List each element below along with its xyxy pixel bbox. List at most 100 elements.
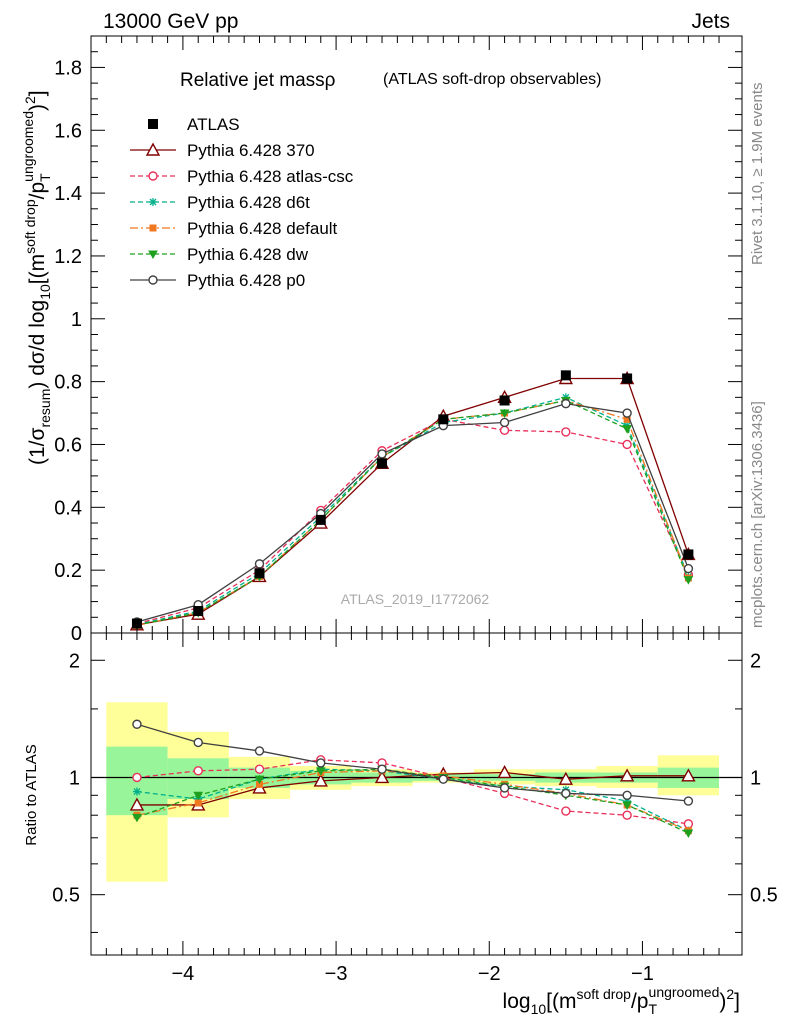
- x-tick-label: −1: [631, 963, 654, 985]
- watermark-analysis-id: ATLAS_2019_I1772062: [341, 591, 490, 607]
- header-left-label: 13000 GeV pp: [103, 10, 238, 33]
- ratio-point-3: [194, 799, 202, 807]
- ratio-point-0: [497, 765, 512, 779]
- ratio-point-0: [558, 771, 574, 785]
- side-label-rivet: Rivet 3.1.10, ≥ 1.9M events: [749, 83, 766, 266]
- series-line-0: [136, 377, 690, 626]
- series-line-1: [136, 418, 689, 625]
- series-point-1: [561, 427, 571, 437]
- series-point-1: [622, 439, 632, 450]
- x-axis-label: ) dσ/d loglog10[(msoft drop/pTungroomed)…: [503, 984, 740, 1017]
- series-point-4: [499, 409, 510, 419]
- ratio-point-3: [255, 780, 263, 788]
- legend-marker-1: [148, 171, 158, 181]
- ratio-point-1: [683, 819, 694, 829]
- ratio-y-tick-label: 2: [69, 650, 80, 672]
- ratio-point-4: [193, 791, 204, 801]
- data-point: [622, 373, 633, 384]
- series-point-4: [683, 576, 694, 585]
- legend-marker-0: [145, 142, 161, 156]
- ratio-point-4: [254, 775, 265, 785]
- ratio-point-4: [132, 813, 142, 823]
- legend-marker-2: [149, 198, 157, 206]
- legend-label-data: ATLAS: [187, 115, 240, 134]
- y-tick-label: 0.8: [54, 372, 82, 394]
- ratio-line-3: [136, 770, 689, 832]
- data-point: [377, 458, 388, 469]
- ratio-y-tick-label: 1: [69, 767, 80, 789]
- x-tick-label: −3: [325, 963, 348, 985]
- ratio-point-1: [622, 810, 632, 820]
- ratio-plot-frame: [90, 632, 743, 956]
- data-point: [193, 606, 204, 617]
- ratio-point-1: [193, 766, 203, 776]
- series-line-4: [136, 399, 689, 626]
- ratio-point-5: [683, 796, 694, 806]
- ratio-uncertainty-bands: [91, 702, 742, 882]
- series-point-5: [377, 449, 387, 459]
- data-point: [683, 549, 694, 560]
- ratio-y-tick-label-right: 2: [750, 650, 761, 672]
- ratio-point-0: [374, 770, 390, 784]
- ratio-point-5: [193, 737, 203, 748]
- legend: ATLAS Pythia 6.428 370 Pythia 6.428 atlas-…: [130, 115, 354, 290]
- legend-marker-3: [149, 224, 157, 232]
- ratio-y-tick-label: 0.5: [52, 885, 80, 907]
- data-point: [315, 514, 326, 525]
- legend-label-5: Pythia 6.428 p0: [187, 271, 305, 290]
- ratio-line-0: [136, 771, 689, 806]
- y-tick-label: 1.4: [54, 183, 82, 205]
- legend-marker-4: [148, 250, 158, 260]
- y-tick-label: 1.2: [54, 246, 82, 268]
- ratio-point-0: [619, 768, 635, 782]
- ratio-point-0: [313, 773, 328, 787]
- chart-subtitle: (ATLAS soft-drop observables): [383, 71, 601, 88]
- ratio-point-5: [622, 790, 632, 800]
- ratio-point-5: [316, 758, 326, 768]
- series-point-3: [623, 415, 631, 423]
- ratio-point-1: [132, 772, 142, 783]
- series-point-5: [622, 408, 632, 418]
- series-point-1: [499, 425, 510, 436]
- ratio-line-1: [136, 759, 689, 825]
- axes-layer: −4 −3 −2 −1 0 0.2 0.4 0.6 0.8 1 1.2 1.4 1.6 1.8 0.5 0.5…: [52, 36, 778, 985]
- series-point-4: [622, 425, 632, 434]
- chart-title: Relative jet massρ: [180, 70, 336, 91]
- ratio-point-5: [377, 764, 387, 774]
- ratio-point-5: [561, 788, 571, 799]
- ratio-point-0: [129, 797, 145, 811]
- y-tick-label: 1.8: [54, 57, 82, 79]
- ratio-point-1: [561, 806, 571, 816]
- ratio-point-5: [438, 774, 449, 784]
- header-right-label: Jets: [691, 10, 730, 33]
- legend-label-0: Pythia 6.428 370: [187, 141, 315, 160]
- y-tick-label: 0.4: [54, 497, 82, 519]
- series-point-5: [254, 559, 265, 569]
- series-point-5: [561, 398, 571, 409]
- ratio-point-5: [499, 783, 510, 793]
- ratio-point-2: [132, 787, 141, 796]
- y-tick-label: 0: [71, 623, 82, 645]
- y-tick-label: 0.2: [54, 560, 82, 582]
- series-point-5: [499, 417, 510, 428]
- y-tick-label: 0.6: [54, 434, 82, 456]
- ratio-point-5: [132, 719, 142, 729]
- legend-marker-data: [148, 119, 158, 129]
- legend-marker-5: [148, 275, 158, 285]
- y-axis-label-main: (1/σresum) dσ/d log10[(msoft drop/pTungr…: [20, 90, 53, 465]
- data-point: [131, 618, 142, 629]
- series-point-5: [683, 563, 694, 574]
- legend-label-4: Pythia 6.428 dw: [187, 245, 309, 264]
- ratio-point-4: [622, 801, 632, 810]
- data-point: [560, 370, 571, 381]
- data-point: [499, 395, 510, 406]
- ratio-point-1: [254, 764, 265, 774]
- legend-label-2: Pythia 6.428 d6t: [187, 193, 310, 212]
- x-tick-label: −2: [478, 963, 501, 985]
- main-series-layer: [129, 370, 696, 631]
- series-line-5: [136, 402, 689, 623]
- ratio-series-layer: [129, 719, 696, 839]
- legend-label-1: Pythia 6.428 atlas-csc: [187, 167, 354, 186]
- ratio-point-5: [254, 746, 265, 756]
